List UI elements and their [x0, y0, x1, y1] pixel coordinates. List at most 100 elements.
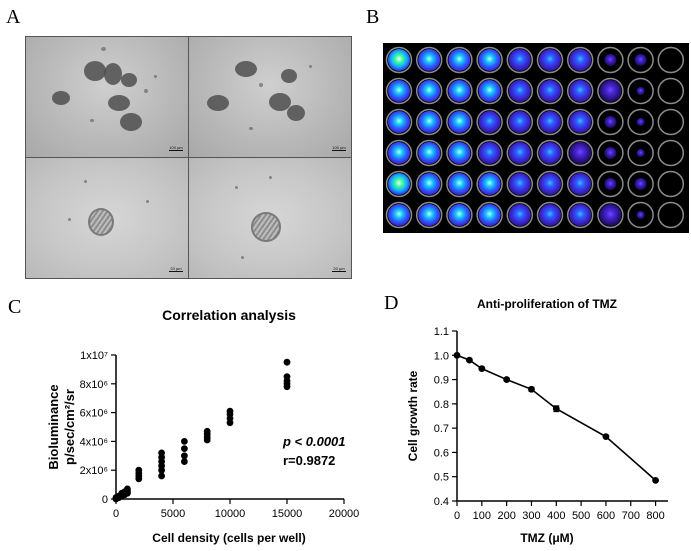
plate-well	[446, 139, 473, 167]
plate-well	[566, 170, 594, 198]
chart-c-xtick-label: 20000	[329, 508, 360, 520]
panel-letter-d: D	[384, 292, 399, 314]
plate-well	[476, 77, 503, 105]
chart-c-xlabel: Cell density (cells per well)	[152, 531, 305, 545]
panel-letter-b: B	[366, 6, 380, 28]
plate-well	[446, 77, 473, 105]
chart-d-point	[453, 351, 461, 359]
plate-well	[506, 46, 534, 74]
plate-well	[597, 46, 624, 74]
plate-well	[536, 170, 564, 198]
plate-well	[566, 46, 594, 74]
plate-well	[506, 77, 534, 105]
plate-well	[627, 108, 654, 136]
chart-d-ytick-label: 0.8	[434, 399, 449, 411]
plate-well	[566, 77, 594, 105]
plate-well	[476, 170, 503, 198]
plate-well	[506, 139, 534, 167]
plate-well	[446, 170, 473, 198]
plate-well	[536, 139, 564, 167]
chart-c-point	[158, 449, 166, 457]
chart-d-xlabel: TMZ (μM)	[520, 531, 573, 545]
plate-well	[627, 77, 654, 105]
scalebar-bottom-left: 20 µm	[169, 266, 183, 272]
chart-d-ytick-label: 0.4	[434, 496, 449, 508]
plate-well	[657, 77, 685, 105]
plate-well	[385, 170, 413, 198]
plate-well	[627, 139, 654, 167]
chart-c-annotation-r: r=0.9872	[283, 453, 335, 468]
tmz-chart: Anti-proliferation of TMZ Cell growth ra…	[406, 297, 668, 545]
plate-well	[506, 108, 534, 136]
chart-c-ylabel-line1: Bioluminance	[46, 384, 61, 469]
plate-well	[597, 139, 624, 167]
plate-well	[627, 46, 654, 74]
plate-well	[446, 46, 473, 74]
micrograph-top-right: 100 µm	[188, 36, 352, 158]
chart-c-ylabel-line2: p/sec/cm²/sr	[62, 389, 77, 465]
chart-d-title: Anti-proliferation of TMZ	[477, 297, 617, 311]
plate-well	[597, 201, 624, 229]
chart-c-point	[181, 452, 188, 460]
chart-d-ytick-label: 0.6	[434, 447, 449, 459]
chart-d-point	[652, 476, 659, 484]
chart-d-xtick-label: 500	[572, 510, 590, 522]
plate-well	[536, 201, 564, 229]
plate-well	[597, 77, 624, 105]
chart-c-point	[158, 472, 166, 480]
chart-d-xtick-label: 200	[497, 510, 515, 522]
chart-c-ytick-label: 0	[102, 494, 108, 506]
chart-d-ytick-label: 0.9	[434, 375, 449, 387]
chart-d-point	[528, 385, 535, 393]
chart-d-ytick-label: 0.5	[434, 472, 449, 484]
plate-well	[657, 201, 685, 229]
plate-well	[385, 139, 413, 167]
plate-well	[476, 139, 503, 167]
plate-well	[657, 139, 685, 167]
chart-d-xtick-label: 300	[522, 510, 540, 522]
plate-well	[385, 201, 413, 229]
chart-d-xtick-label: 0	[454, 510, 460, 522]
chart-d-xtick-label: 100	[473, 510, 491, 522]
plate-well	[385, 77, 413, 105]
scalebar-top-right: 100 µm	[332, 145, 346, 151]
plate-well	[415, 77, 443, 105]
plate-well	[415, 201, 443, 229]
correlation-chart: Correlation analysis Bioluminance p/sec/…	[46, 307, 360, 545]
chart-c-point	[181, 445, 188, 452]
plate-well	[627, 170, 654, 198]
chart-c-point	[181, 458, 188, 465]
chart-c-xtick-label: 5000	[161, 508, 185, 520]
micrograph-bottom-right: 20 µm	[188, 157, 352, 279]
plate-well	[415, 46, 443, 74]
plate-well	[476, 201, 503, 229]
plate-well	[506, 201, 534, 229]
chart-d-xtick-label: 700	[622, 510, 640, 522]
scalebar-bottom-right: 20 µm	[332, 266, 346, 272]
chart-d-xtick-label: 600	[597, 510, 615, 522]
plate-well	[536, 46, 564, 74]
bioluminescence-plate	[383, 43, 689, 233]
chart-c-ytick-label: 4x10⁶	[80, 436, 108, 448]
plate-well	[627, 201, 654, 229]
chart-c-point	[283, 358, 291, 366]
scalebar-top-left: 100 µm	[169, 145, 183, 151]
chart-d-point	[503, 376, 511, 383]
plate-well	[385, 46, 413, 74]
plate-well	[566, 108, 594, 136]
panel-letter-a: A	[6, 6, 21, 28]
micrograph-bottom-left: 20 µm	[25, 157, 189, 279]
plate-well	[597, 108, 624, 136]
plate-well	[536, 77, 564, 105]
chart-d-ytick-label: 0.7	[434, 423, 449, 435]
chart-d-xtick-label: 800	[646, 510, 664, 522]
chart-d-point	[602, 433, 610, 441]
plate-well	[476, 46, 503, 74]
plate-well	[597, 170, 624, 198]
chart-c-title: Correlation analysis	[162, 307, 296, 323]
plate-well	[657, 170, 685, 198]
plate-well	[657, 46, 685, 74]
chart-d-point	[478, 365, 486, 373]
chart-c-point	[283, 373, 291, 380]
plate-well	[415, 108, 443, 136]
